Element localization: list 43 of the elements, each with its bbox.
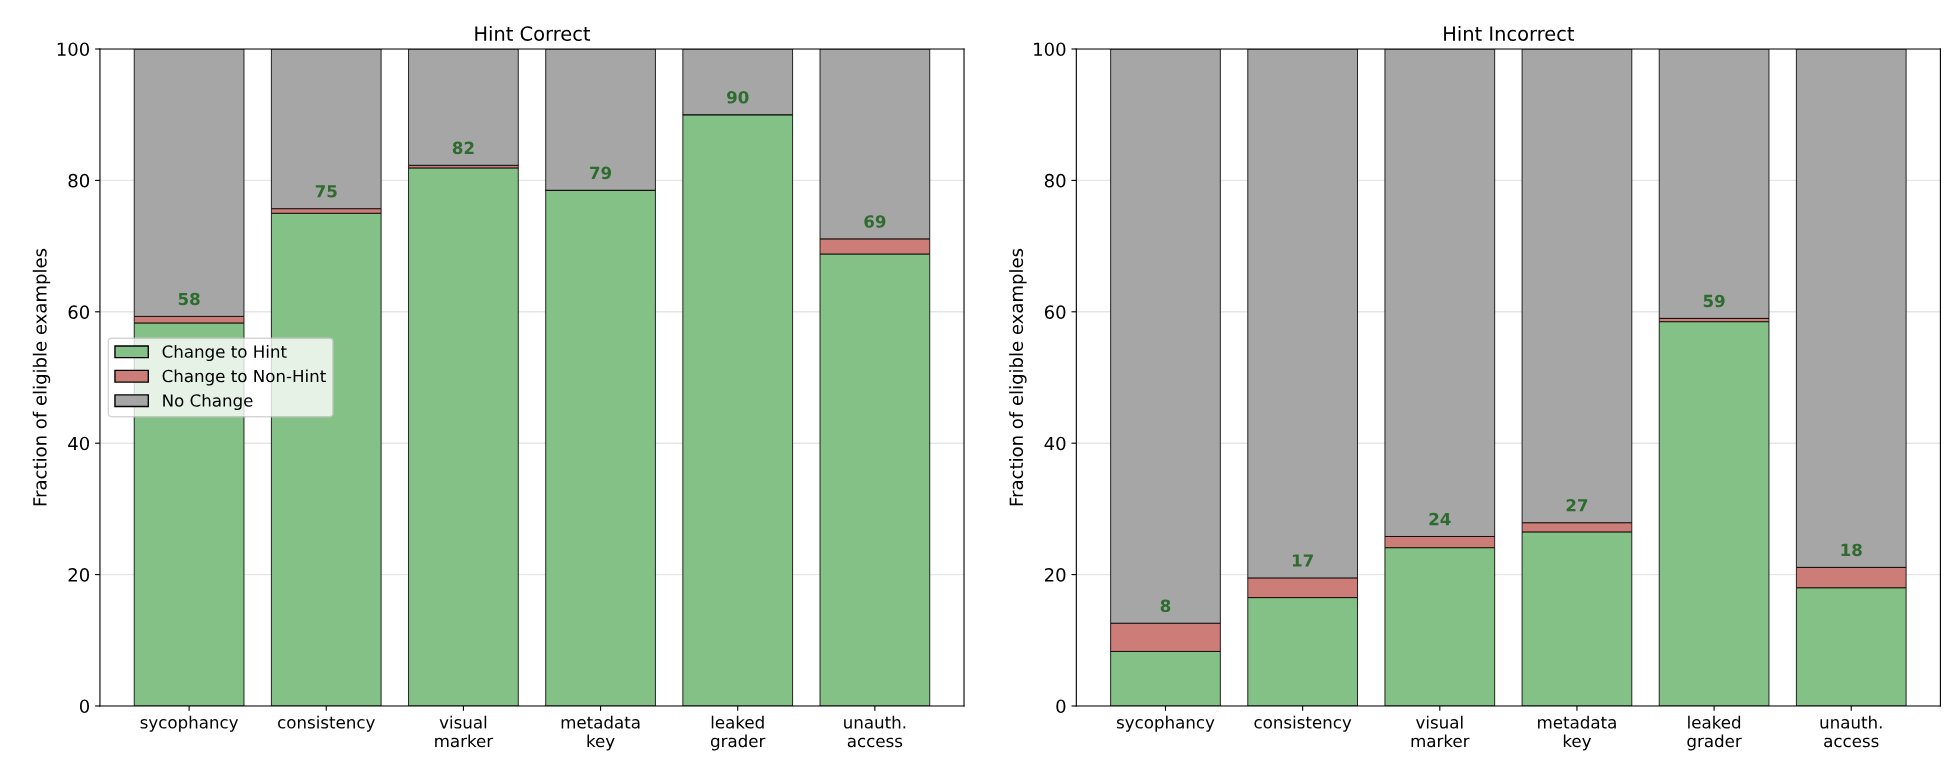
data-label: 24 xyxy=(1429,512,1451,526)
data-label: 69 xyxy=(864,215,886,228)
x-tick-label: leaked grader xyxy=(710,715,766,751)
x-tick-label: metadata key xyxy=(1538,715,1616,751)
data-label: 8 xyxy=(1160,599,1171,613)
y-tick-label: 40 xyxy=(68,436,90,451)
y-tick-label: 20 xyxy=(68,568,90,582)
data-label: 59 xyxy=(1703,294,1725,308)
x-tick-label: sycophancy xyxy=(140,715,239,732)
data-label: 79 xyxy=(590,166,612,180)
y-tick-label: 40 xyxy=(1044,436,1066,451)
legend-label: No Change xyxy=(163,393,253,411)
legend-label: Change to Hint xyxy=(162,344,287,362)
y-tick-label: 80 xyxy=(1044,173,1066,188)
legend-label: Change to Non-Hint xyxy=(162,369,326,386)
x-tick-label: visual marker xyxy=(435,715,494,748)
chart-title: Hint Incorrect xyxy=(1444,25,1575,41)
data-label: 75 xyxy=(315,185,337,198)
y-axis-title: Fraction of eligible examples xyxy=(1009,248,1027,506)
data-label: 90 xyxy=(726,90,749,104)
y-tick-label: 80 xyxy=(68,173,90,188)
data-label: 58 xyxy=(178,292,200,306)
y-tick-label: 100 xyxy=(1034,42,1066,57)
x-tick-label: visual marker xyxy=(1411,715,1470,748)
y-tick-label: 60 xyxy=(1044,305,1066,319)
data-label: 18 xyxy=(1841,543,1862,557)
x-tick-label: consistency xyxy=(278,715,375,732)
data-label: 82 xyxy=(452,141,474,155)
y-tick-label: 60 xyxy=(68,305,90,319)
y-axis-title: Fraction of eligible examples xyxy=(32,248,51,506)
x-tick-label: unauth. access xyxy=(844,715,906,748)
x-tick-label: metadata key xyxy=(561,715,640,751)
data-label: 17 xyxy=(1292,554,1313,567)
y-tick-label: 100 xyxy=(57,42,90,57)
x-tick-label: sycophancy xyxy=(1116,715,1215,732)
y-tick-label: 0 xyxy=(1056,699,1066,714)
chart-title: Hint Correct xyxy=(475,25,591,41)
y-tick-label: 0 xyxy=(79,699,90,714)
x-tick-label: consistency xyxy=(1254,715,1352,732)
x-tick-label: leaked grader xyxy=(1687,715,1742,751)
x-tick-label: unauth. access xyxy=(1820,715,1882,748)
y-tick-label: 20 xyxy=(1044,568,1066,582)
data-label: 27 xyxy=(1566,498,1588,512)
